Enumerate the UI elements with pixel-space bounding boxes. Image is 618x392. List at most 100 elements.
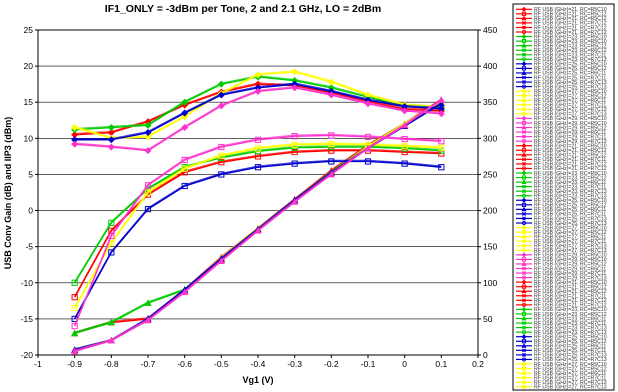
x-tick-label: -0.2 (324, 359, 339, 369)
legend-marker (521, 334, 527, 340)
legend-marker (521, 366, 527, 371)
series (71, 96, 445, 355)
legend-label: RF USB (GHz)=21, RC=R5C12 (534, 12, 607, 18)
data-point (217, 257, 225, 265)
legend-label: RF USB (GHz)=25, RC=R6C11 (534, 207, 606, 213)
data-point (71, 323, 78, 330)
legend-label: RF USB (GHz)=23, RC=R7C13 (534, 325, 607, 331)
series-line (74, 143, 442, 309)
legend-marker (521, 343, 527, 348)
legend-entry: RF USB (GHz)=25, RC=R7C11 (516, 212, 606, 218)
data-point (401, 148, 408, 156)
legend-label: RF USB (GHz)=23, RC=R7C13 (534, 194, 607, 200)
legend-label: RF USB (GHz)=27, RC=R7C13 (534, 380, 607, 386)
legend-marker (521, 102, 527, 107)
data-point (291, 160, 298, 167)
data-point (181, 182, 188, 190)
series-layer (71, 68, 445, 355)
data-point (438, 164, 445, 171)
legend-label: RF USB (GHz)=25, RC=R7C13 (534, 357, 607, 363)
legend-entry: RF USB (GHz)=27, RC=R5C12 (516, 230, 607, 236)
legend-entry: RF USB (GHz)=27, RC=R7C13 (516, 385, 607, 391)
legend-label: RF USB (GHz)=23, RC=R7C13 (534, 330, 607, 336)
legend-label: RF USB (GHz)=23, RC=R7C13 (534, 57, 607, 63)
legend-entry: RF USB (GHz)=27, RC=R7C13 (516, 107, 607, 113)
legend-label: RF USB (GHz)=29, RC=R5C12 (534, 262, 607, 268)
data-point (401, 135, 408, 143)
legend-label: RF USB (GHz)=21, RC=R7C11 (534, 294, 606, 300)
legend-entry: RF USB (GHz)=25, RC=R7C13 (516, 357, 607, 363)
legend-label: RF USB (GHz)=29, RC=R6C11 (534, 130, 606, 136)
axis-ticks: -20-15-10-505101520250501001502002503003… (21, 25, 498, 369)
legend-entry: RF USB (GHz)=23, RC=R7C11 (516, 53, 606, 59)
legend-label: RF USB (GHz)=25, RC=R7C13 (534, 84, 607, 90)
legend-marker (521, 279, 527, 285)
legend-entry: RF USB (GHz)=23, RC=R5C12 (516, 42, 607, 49)
y-tick-label: 0 (28, 206, 33, 216)
legend-entry: RF USB (GHz)=29, RC=R7C13 (516, 275, 607, 281)
legend-label: RF USB (GHz)=25, RC=R6C11 (534, 344, 606, 350)
y-tick-label: 5 (28, 169, 33, 179)
legend-label: RF USB (GHz)=21, RC=R7C12 (534, 298, 607, 304)
legend-label: RF USB (GHz)=27, RC=R7C11 (534, 375, 606, 381)
legend-marker (521, 384, 527, 389)
legend-marker (521, 88, 527, 94)
x-tick-label: -0.5 (214, 359, 229, 369)
series-line (74, 133, 442, 326)
legend-entry: RF USB (GHz)=25, RC=R7C13 (516, 221, 607, 227)
legend-entry: RF USB (GHz)=29, RC=R5C10 (516, 121, 607, 127)
x-axis-label: Vg1 (V) (242, 375, 273, 385)
data-point (144, 206, 152, 213)
legend-label: RF USB (GHz)=27, RC=R7C13 (534, 248, 607, 254)
legend-label: RF USB (GHz)=21, RC=R7C12 (534, 25, 607, 31)
legend-marker (522, 52, 526, 57)
legend-label: RF USB (GHz)=23, RC=R5C10 (534, 171, 607, 177)
legend-marker (521, 266, 527, 271)
legend-entry: RF USB (GHz)=21, RC=R7C12 (516, 25, 607, 31)
legend-marker (521, 220, 527, 226)
legend-marker (522, 380, 526, 385)
series (71, 80, 445, 144)
legend-label: RF USB (GHz)=23, RC=R6C11 (534, 316, 606, 322)
legend-entry: RF USB (GHz)=23, RC=R5C10 (516, 306, 607, 313)
legend-marker (521, 97, 527, 103)
legend-entry: RF USB (GHz)=21, RC=R5C10 (516, 143, 607, 150)
legend-marker (521, 311, 527, 317)
series (71, 158, 445, 322)
legend-entry: RF USB (GHz)=21, RC=R5C12 (516, 148, 607, 154)
data-point (144, 129, 152, 137)
data-point (181, 109, 189, 117)
legend-marker (521, 20, 527, 25)
legend-label: RF USB (GHz)=21, RC=R5C10 (534, 144, 607, 150)
legend-entry: RF USB (GHz)=21, RC=R7C12 (516, 30, 607, 36)
y2-tick-label: 350 (483, 97, 497, 107)
legend-entry: RF USB (GHz)=21, RC=R7C12 (516, 298, 607, 304)
legend-label: RF USB (GHz)=23, RC=R5C10 (534, 39, 607, 45)
legend-entry: RF USB (GHz)=23, RC=R7C11 (516, 184, 606, 190)
legend-marker (521, 339, 527, 344)
x-tick-label: 0.2 (472, 359, 484, 369)
legend-marker (521, 84, 527, 89)
series-line (74, 134, 442, 327)
legend-marker (521, 233, 527, 239)
legend-marker (521, 248, 527, 253)
data-point (108, 249, 115, 256)
legend-entry: RF USB (GHz)=27, RC=R7C11 (516, 103, 606, 109)
legend-entry: RF USB (GHz)=23, RC=R5C12 (516, 312, 607, 318)
legend-label: RF USB (GHz)=29, RC=R7C13 (534, 139, 607, 145)
legend-entry: RF USB (GHz)=27, RC=R7C13 (516, 248, 607, 254)
x-tick-label: -0.8 (104, 359, 119, 369)
legend-marker (521, 239, 527, 244)
series (71, 132, 445, 330)
legend-entry: RF USB (GHz)=25, RC=R6C11 (516, 70, 606, 77)
legend-entry: RF USB (GHz)=21, RC=R5C12 (516, 152, 607, 159)
data-point (437, 110, 445, 118)
data-point (144, 182, 152, 189)
legend-label: RF USB (GHz)=23, RC=R5C12 (534, 312, 607, 318)
legend-label: RF USB (GHz)=21, RC=R5C10 (534, 7, 607, 13)
data-point (218, 159, 225, 166)
legend-label: RF USB (GHz)=25, RC=R7C11 (534, 212, 606, 218)
legend-marker (521, 288, 527, 294)
legend-label: RF USB (GHz)=23, RC=R5C12 (534, 175, 607, 181)
x-tick-label: -0.9 (67, 359, 82, 369)
